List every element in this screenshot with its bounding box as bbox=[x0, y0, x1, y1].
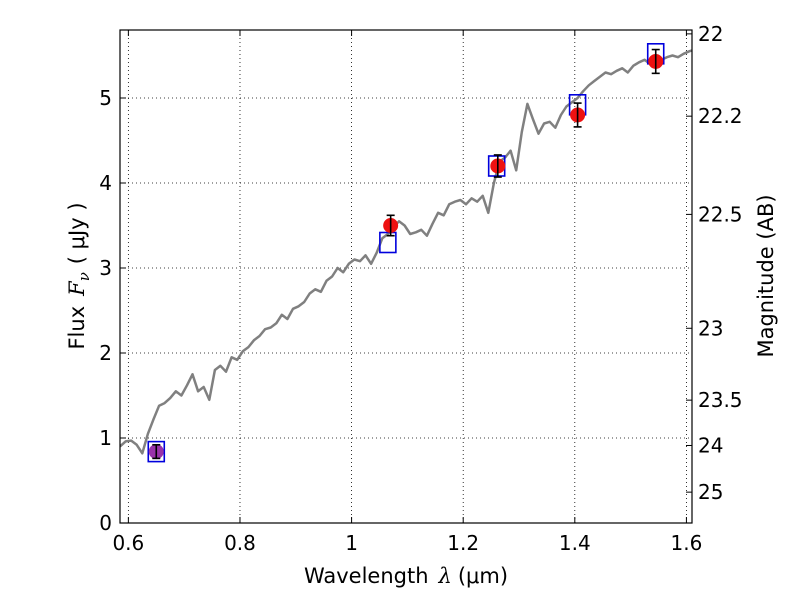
y2-tick-label: 22 bbox=[698, 22, 723, 46]
plot-frame bbox=[119, 29, 693, 524]
plot-area bbox=[120, 42, 692, 463]
model-square-marker bbox=[379, 231, 397, 254]
y-tick-label: 4 bbox=[99, 171, 112, 195]
x-tick-label: 1.2 bbox=[447, 531, 479, 555]
model-square-marker bbox=[147, 440, 166, 463]
x-tick-label: 0.6 bbox=[112, 531, 144, 555]
x-tick-label: 1 bbox=[345, 531, 358, 555]
y-tick-label: 5 bbox=[99, 86, 112, 110]
y-tick-label: 3 bbox=[99, 256, 112, 280]
x-axis-label: Wavelength λ (μm) bbox=[304, 564, 508, 588]
y-axis-label: FluxFν( μJy ) bbox=[65, 202, 93, 349]
y2-tick-label: 22.2 bbox=[698, 104, 743, 128]
y2-tick-label: 23 bbox=[698, 316, 723, 340]
y2-tick-label: 24 bbox=[698, 433, 723, 457]
grid-layer bbox=[120, 30, 692, 524]
y2-tick-label: 23.5 bbox=[698, 388, 743, 412]
x-tick-label: 0.8 bbox=[224, 531, 256, 555]
ticks-layer: 0.6 0.8 1 1.2 1.4 1.60123452222.222.52323.524… bbox=[99, 22, 742, 555]
right-axis-label: Magnitude (AB) bbox=[754, 194, 778, 357]
y2-tick-label: 25 bbox=[698, 480, 723, 504]
spectrum-line bbox=[120, 49, 692, 455]
y2-tick-label: 22.5 bbox=[698, 202, 743, 226]
y-tick-label: 0 bbox=[99, 511, 112, 535]
x-tick-label: 1.6 bbox=[671, 531, 703, 555]
y-tick-label: 2 bbox=[99, 341, 112, 365]
y-tick-label: 1 bbox=[99, 426, 112, 450]
x-tick-label: 1.4 bbox=[559, 531, 591, 555]
